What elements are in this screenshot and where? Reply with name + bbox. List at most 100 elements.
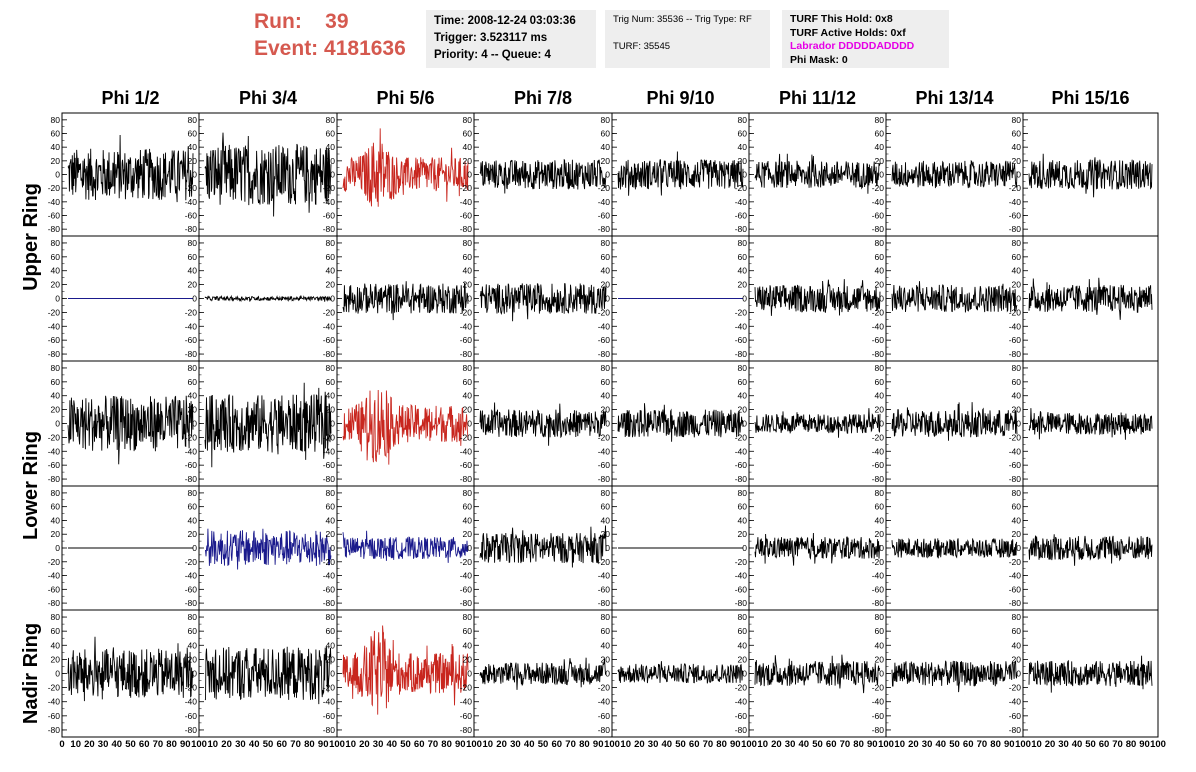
- y-tick-label: -40: [185, 571, 198, 581]
- y-tick-label: 80: [601, 238, 611, 248]
- x-tick-label-c3: 20: [359, 739, 370, 750]
- y-tick-label: -60: [48, 335, 61, 345]
- y-tick-label: 20: [463, 654, 473, 664]
- y-tick-label: 0: [605, 543, 610, 553]
- y-tick-label: -80: [185, 349, 198, 359]
- trig-text: Trig Num: 35536 -- Trig Type: RF: [613, 14, 752, 25]
- y-tick-label: 60: [326, 252, 336, 262]
- x-tick-label-c2: 100: [329, 739, 345, 750]
- y-tick-label: 20: [463, 529, 473, 539]
- panel-r3-c5: -80 -60 -40 -20 0 20 40 60 80: [598, 360, 750, 487]
- y-tick-label: 60: [188, 626, 198, 636]
- y-tick-label: -80: [48, 224, 61, 234]
- y-tick-label: -60: [872, 711, 885, 721]
- x-tick-label-c6: 90: [867, 739, 878, 750]
- y-tick-label: -60: [598, 711, 611, 721]
- y-tick-label: 80: [875, 238, 885, 248]
- y-tick-label: 60: [188, 377, 198, 387]
- y-tick-label: 20: [188, 156, 198, 166]
- x-tick-label-c7: 70: [977, 739, 988, 750]
- y-tick-label: 60: [463, 502, 473, 512]
- y-tick-label: -80: [460, 725, 473, 735]
- x-tick-label-c6: 40: [799, 739, 810, 750]
- y-tick-label: -20: [872, 307, 885, 317]
- y-tick-label: -20: [185, 432, 198, 442]
- y-tick-label: 20: [51, 280, 61, 290]
- y-tick-label: -80: [460, 224, 473, 234]
- y-tick-label: 60: [875, 377, 885, 387]
- y-tick-label: -60: [598, 335, 611, 345]
- waveform-trace: [754, 532, 881, 566]
- waveform-trace: [754, 279, 881, 316]
- x-tick-label-c8: 60: [1099, 739, 1110, 750]
- y-tick-label: 0: [55, 669, 60, 679]
- y-tick-label: -40: [735, 571, 748, 581]
- y-tick-label: -20: [735, 183, 748, 193]
- y-tick-label: 0: [1016, 419, 1021, 429]
- y-tick-label: -80: [872, 474, 885, 484]
- y-tick-label: -80: [872, 725, 885, 735]
- x-tick-label-c1: 70: [153, 739, 164, 750]
- y-tick-label: 60: [463, 129, 473, 139]
- x-tick-label-c3: 40: [387, 739, 398, 750]
- y-tick-label: 80: [326, 238, 336, 248]
- x-tick-label-c6: 30: [785, 739, 796, 750]
- turf-info-box: TURF This Hold: 0x8 TURF Active Holds: 0…: [782, 10, 949, 68]
- y-tick-label: 60: [738, 129, 748, 139]
- y-tick-label: 0: [742, 543, 747, 553]
- y-tick-label: -20: [323, 183, 336, 193]
- y-tick-label: -80: [185, 725, 198, 735]
- y-tick-label: -40: [185, 446, 198, 456]
- y-tick-label: -80: [1009, 598, 1022, 608]
- y-tick-label: -20: [872, 183, 885, 193]
- y-tick-label: -20: [872, 683, 885, 693]
- y-tick-label: 20: [601, 529, 611, 539]
- y-tick-label: 40: [601, 142, 611, 152]
- phi-label-4: Phi 7/8: [514, 88, 572, 108]
- y-tick-label: 40: [326, 142, 336, 152]
- y-tick-label: -60: [185, 335, 198, 345]
- panel-r1-c5: -80 -60 -40 -20 0 20 40 60 80: [598, 112, 750, 237]
- y-tick-label: -80: [735, 349, 748, 359]
- y-tick-label: 80: [738, 115, 748, 125]
- waveform-trace: [479, 657, 607, 690]
- y-tick-label: 20: [738, 654, 748, 664]
- x-tick-label-c8: 50: [1085, 739, 1096, 750]
- waveform-trace: [204, 382, 332, 468]
- panel-r5-c3: -80 -60 -40 -20 0 20 40 60 80: [323, 609, 475, 738]
- y-tick-label: 40: [188, 640, 198, 650]
- panel-r2-c8: -80 -60 -40 -20 0 20 40 60 80: [1009, 235, 1159, 362]
- y-tick-label: 60: [1012, 252, 1022, 262]
- x-tick-label-c7: 20: [908, 739, 919, 750]
- y-tick-label: 80: [326, 363, 336, 373]
- y-tick-label: -20: [872, 432, 885, 442]
- y-tick-label: 60: [463, 626, 473, 636]
- y-tick-label: 20: [601, 405, 611, 415]
- y-tick-label: -40: [48, 197, 61, 207]
- y-tick-label: 40: [51, 266, 61, 276]
- y-tick-label: 20: [51, 529, 61, 539]
- y-tick-label: -80: [323, 725, 336, 735]
- y-tick-label: -40: [460, 571, 473, 581]
- panel-r2-c7: -80 -60 -40 -20 0 20 40 60 80: [872, 235, 1024, 362]
- y-tick-label: -80: [323, 224, 336, 234]
- x-tick-label-c7: 40: [936, 739, 947, 750]
- panel-r2-c1: -80 -60 -40 -20 0 20 40 60 80: [48, 235, 200, 362]
- turf-active-holds: TURF Active Holds: 0xf: [790, 26, 906, 39]
- x-tick-label-c4: 70: [565, 739, 576, 750]
- y-tick-label: -60: [48, 211, 61, 221]
- x-tick-label-c1: 10: [70, 739, 81, 750]
- y-tick-label: -80: [185, 474, 198, 484]
- x-tick-label-c3: 30: [373, 739, 384, 750]
- x-tick-label-c2: 20: [221, 739, 232, 750]
- y-tick-label: 0: [879, 419, 884, 429]
- y-tick-label: -40: [48, 321, 61, 331]
- y-tick-label: -80: [48, 349, 61, 359]
- y-tick-label: 60: [1012, 129, 1022, 139]
- y-tick-label: -40: [598, 446, 611, 456]
- y-tick-label: -40: [1009, 697, 1022, 707]
- y-tick-label: -80: [735, 474, 748, 484]
- waveform-trace: [617, 151, 744, 196]
- x-tick-label-c5: 20: [634, 739, 645, 750]
